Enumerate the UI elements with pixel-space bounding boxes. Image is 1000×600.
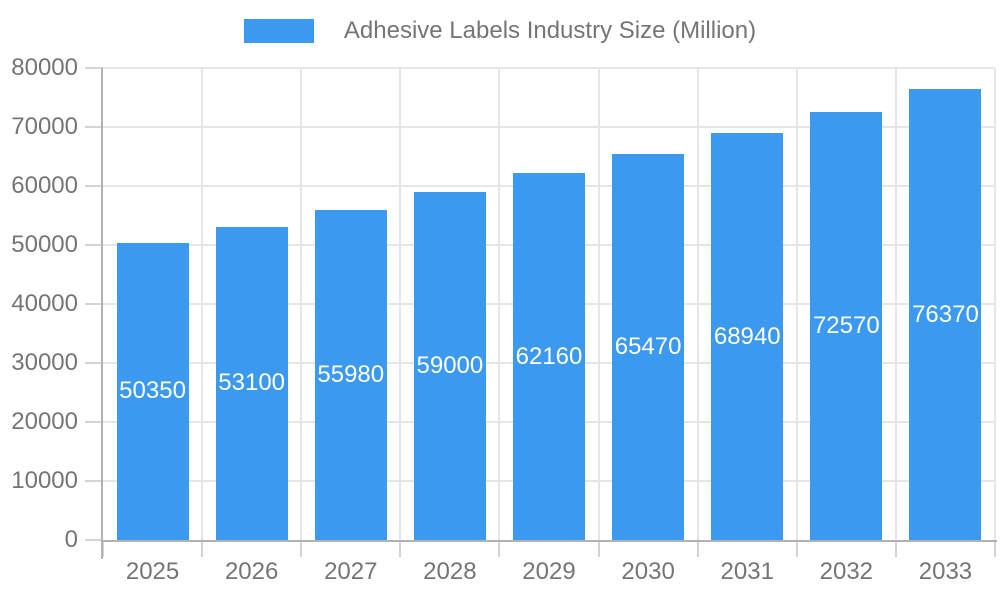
bar-value-label: 55980 [317, 360, 385, 388]
x-axis-tick [894, 540, 897, 557]
y-axis-tick-label: 40000 [11, 290, 78, 317]
bar-value-label: 68940 [713, 322, 781, 350]
bar-2030[interactable] [612, 153, 685, 540]
y-axis-tick [85, 244, 103, 246]
x-axis-tick [994, 540, 996, 557]
x-axis-tick [795, 540, 798, 557]
y-axis-tick [85, 185, 103, 187]
gridline-vertical [300, 68, 303, 540]
y-axis-tick-label: 20000 [11, 408, 78, 435]
x-axis-tick-label: 2027 [324, 558, 378, 585]
y-axis-tick-label: 70000 [11, 113, 78, 140]
bar-value-label: 53100 [218, 369, 286, 397]
y-axis-tick-label: 10000 [11, 467, 78, 494]
x-axis-tick-label: 2026 [224, 558, 279, 585]
y-axis-tick [85, 480, 103, 482]
x-axis-tick [399, 540, 402, 557]
y-axis-tick-label: 30000 [11, 349, 78, 376]
x-axis-tick [300, 540, 303, 557]
y-axis-tick [85, 67, 103, 69]
bar-value-label: 50350 [119, 377, 186, 405]
x-axis-tick [597, 540, 600, 557]
gridline-vertical [498, 68, 501, 540]
bar-value-label: 76370 [912, 300, 979, 328]
bar-value-label: 65470 [614, 332, 682, 360]
x-axis-tick-label: 2031 [720, 558, 774, 585]
gridline-vertical [597, 68, 600, 540]
x-axis-tick-label: 2028 [423, 558, 477, 585]
bar-2032[interactable] [810, 111, 883, 540]
gridline-vertical [696, 68, 699, 540]
legend-swatch-icon [243, 19, 314, 43]
bar-value-label: 62160 [515, 342, 583, 370]
y-axis-tick [85, 362, 103, 364]
y-axis-line [101, 68, 103, 559]
y-axis-tick-label: 0 [64, 526, 78, 553]
legend: Adhesive Labels Industry Size (Million) [0, 19, 1000, 43]
bar-2027[interactable] [314, 209, 387, 540]
y-axis-tick [85, 126, 103, 128]
gridline-vertical [399, 68, 402, 540]
gridline-vertical [201, 68, 204, 540]
y-axis-tick [85, 539, 103, 541]
bar-2028[interactable] [413, 191, 486, 540]
bar-value-label: 72570 [812, 311, 880, 339]
y-axis-tick-label: 50000 [11, 231, 78, 258]
gridline-vertical [994, 68, 996, 540]
bar-2033[interactable] [909, 89, 982, 540]
bar-2031[interactable] [711, 133, 784, 540]
bar-2025[interactable] [116, 242, 189, 540]
gridline-horizontal [103, 126, 995, 128]
y-axis-tick-label: 60000 [11, 172, 78, 199]
x-axis-tick-label: 2025 [125, 558, 180, 585]
x-axis-tick [201, 540, 204, 557]
bar-2029[interactable] [513, 173, 585, 540]
x-axis-tick-label: 2029 [522, 558, 576, 585]
gridline-vertical [894, 68, 897, 540]
x-axis-tick-label: 2033 [918, 558, 973, 585]
x-axis-tick [498, 540, 501, 557]
x-axis-tick [696, 540, 699, 557]
legend-label: Adhesive Labels Industry Size (Million) [343, 17, 757, 44]
y-axis-tick-label: 80000 [11, 54, 78, 81]
y-axis-tick [85, 421, 103, 423]
gridline-horizontal [103, 67, 995, 69]
bar-2026[interactable] [215, 226, 288, 540]
gridline-vertical [795, 68, 798, 540]
y-axis-tick [85, 303, 103, 305]
bar-value-label: 59000 [416, 351, 484, 379]
x-axis-tick [102, 540, 104, 557]
x-axis-tick-label: 2030 [621, 558, 675, 585]
x-axis-line [101, 540, 997, 542]
x-axis-tick-label: 2032 [819, 558, 874, 585]
